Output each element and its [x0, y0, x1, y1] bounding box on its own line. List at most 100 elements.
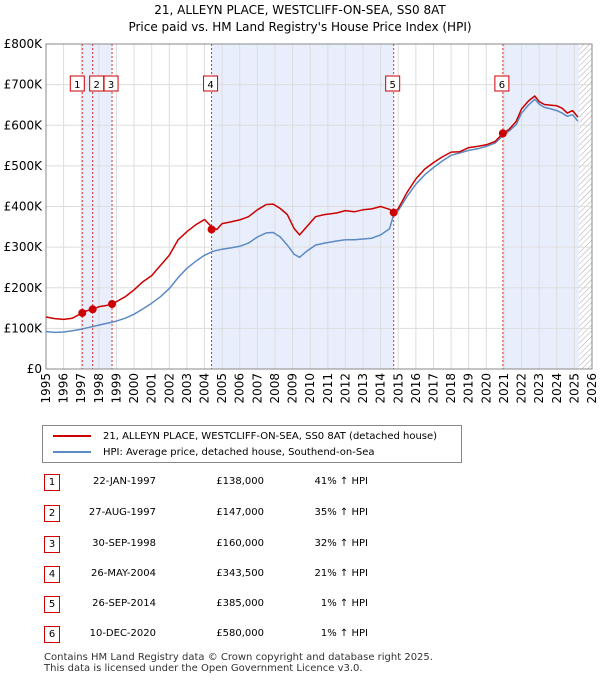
- x-tick-label: 2004: [198, 373, 212, 404]
- x-tick-label: 1996: [57, 373, 71, 404]
- x-tick-label: 2020: [479, 373, 493, 404]
- row-number-badge: 2: [44, 505, 60, 522]
- row-price: £580,000: [216, 628, 264, 639]
- x-tick-label: 2025: [567, 373, 581, 404]
- sale-number-label: 4: [207, 80, 213, 91]
- table-row: 6 10-DEC-2020 £580,000 1% ↑ HPI: [0, 626, 600, 646]
- footer-copyright: Contains HM Land Registry data © Crown c…: [44, 652, 433, 663]
- x-tick-label: 2012: [338, 373, 352, 404]
- row-price: £138,000: [216, 476, 264, 487]
- row-price: £343,500: [216, 568, 264, 579]
- x-tick-label: 2010: [303, 373, 317, 404]
- sale-point: [207, 225, 216, 234]
- x-tick-label: 1997: [74, 373, 88, 404]
- x-tick-label: 2023: [532, 373, 546, 404]
- row-price: £160,000: [216, 538, 264, 549]
- y-tick-label: £700K: [4, 78, 44, 92]
- table-row: 2 27-AUG-1997 £147,000 35% ↑ HPI: [0, 505, 600, 525]
- sale-number-box: [103, 75, 119, 92]
- x-tick-label: 2005: [215, 373, 229, 404]
- x-tick-label: 2001: [145, 373, 159, 404]
- table-row: 3 30-SEP-1998 £160,000 32% ↑ HPI: [0, 536, 600, 556]
- x-tick-label: 1998: [92, 373, 106, 404]
- x-tick-label: 1999: [109, 373, 123, 404]
- y-tick-label: £200K: [4, 281, 44, 295]
- x-tick-label: 2015: [391, 373, 405, 404]
- sale-point: [88, 305, 97, 314]
- x-tick-label: 2002: [162, 373, 176, 404]
- sale-point: [108, 300, 117, 308]
- x-tick-label: 2018: [444, 373, 458, 404]
- x-tick-label: 2017: [426, 373, 440, 404]
- row-date: 26-MAY-2004: [90, 568, 156, 579]
- price-chart: £0 £100K £200K £300K £400K £500K £600K £700K £80…: [4, 37, 599, 404]
- row-number-badge: 5: [44, 596, 60, 613]
- legend-line-property: [53, 435, 91, 437]
- y-tick-label: £500K: [4, 159, 44, 173]
- x-tick-label: 2003: [180, 373, 194, 404]
- chart-subtitle: Price paid vs. HM Land Registry's House …: [128, 20, 472, 34]
- y-tick-label: £800K: [4, 37, 44, 51]
- property-price-line: [45, 95, 579, 321]
- legend-label-property: 21, ALLEYN PLACE, WESTCLIFF-ON-SEA, SS0 …: [103, 430, 438, 442]
- legend: 21, ALLEYN PLACE, WESTCLIFF-ON-SEA, SS0 …: [42, 425, 462, 463]
- x-tick-label: 2006: [233, 373, 247, 404]
- y-tick-label: £400K: [4, 200, 44, 214]
- legend-item-property: 21, ALLEYN PLACE, WESTCLIFF-ON-SEA, SS0 …: [53, 428, 437, 444]
- row-date: 27-AUG-1997: [88, 507, 156, 518]
- x-tick-label: 2007: [250, 373, 264, 404]
- x-tick-label: 2000: [127, 373, 141, 404]
- row-hpi-change: 1% ↑ HPI: [320, 598, 368, 609]
- x-tick-label: 2021: [497, 373, 511, 404]
- sale-number-label: 5: [389, 80, 395, 91]
- row-price: £385,000: [216, 598, 264, 609]
- legend-item-hpi: HPI: Average price, detached house, Sout…: [53, 444, 375, 460]
- row-number-badge: 4: [44, 566, 60, 583]
- x-tick-label: 2024: [550, 373, 564, 404]
- row-date: 22-JAN-1997: [92, 476, 156, 487]
- x-tick-label: 2014: [374, 373, 388, 404]
- sale-number-label: 3: [108, 80, 114, 91]
- x-tick-label: 1995: [39, 373, 53, 404]
- row-number-badge: 3: [44, 536, 60, 553]
- row-number-badge: 6: [44, 626, 60, 643]
- sale-number-box: [69, 75, 85, 92]
- x-tick-label: 2008: [268, 373, 282, 404]
- y-tick-label: £300K: [4, 240, 44, 254]
- row-hpi-change: 1% ↑ HPI: [320, 628, 368, 639]
- sale-number-box: [494, 75, 510, 92]
- row-hpi-change: 35% ↑ HPI: [314, 507, 368, 518]
- x-tick-label: 2026: [585, 373, 599, 404]
- x-tick-label: 2016: [409, 373, 423, 404]
- x-tick-label: 2011: [321, 373, 335, 404]
- row-date: 30-SEP-1998: [92, 538, 156, 549]
- table-row: 5 26-SEP-2014 £385,000 1% ↑ HPI: [0, 596, 600, 616]
- sale-point: [498, 129, 507, 138]
- sale-point: [389, 208, 398, 217]
- sale-point: [78, 308, 87, 317]
- row-hpi-change: 21% ↑ HPI: [314, 568, 368, 579]
- plot-border: [45, 43, 593, 370]
- footer-licence: This data is licensed under the Open Gov…: [44, 663, 363, 674]
- row-date: 26-SEP-2014: [92, 598, 156, 609]
- row-hpi-change: 32% ↑ HPI: [314, 538, 368, 549]
- sale-number-box: [203, 75, 219, 92]
- y-tick-label: £100K: [4, 321, 44, 335]
- sale-number-box: [385, 75, 401, 92]
- legend-line-hpi: [53, 451, 91, 453]
- sale-number-label: 2: [93, 80, 99, 91]
- x-tick-label: 2022: [515, 373, 529, 404]
- legend-label-hpi: HPI: Average price, detached house, Sout…: [103, 446, 375, 458]
- sale-number-label: 1: [74, 80, 80, 91]
- table-row: 1 22-JAN-1997 £138,000 41% ↑ HPI: [0, 474, 600, 494]
- y-tick-label: £600K: [4, 118, 44, 132]
- row-price: £147,000: [216, 507, 264, 518]
- x-tick-label: 2013: [356, 373, 370, 404]
- row-date: 10-DEC-2020: [89, 628, 156, 639]
- x-tick-label: 2019: [462, 373, 476, 404]
- row-number-badge: 1: [44, 474, 60, 491]
- sale-number-label: 6: [499, 80, 505, 91]
- x-tick-label: 2009: [286, 373, 300, 404]
- table-row: 4 26-MAY-2004 £343,500 21% ↑ HPI: [0, 566, 600, 586]
- row-hpi-change: 41% ↑ HPI: [314, 476, 368, 487]
